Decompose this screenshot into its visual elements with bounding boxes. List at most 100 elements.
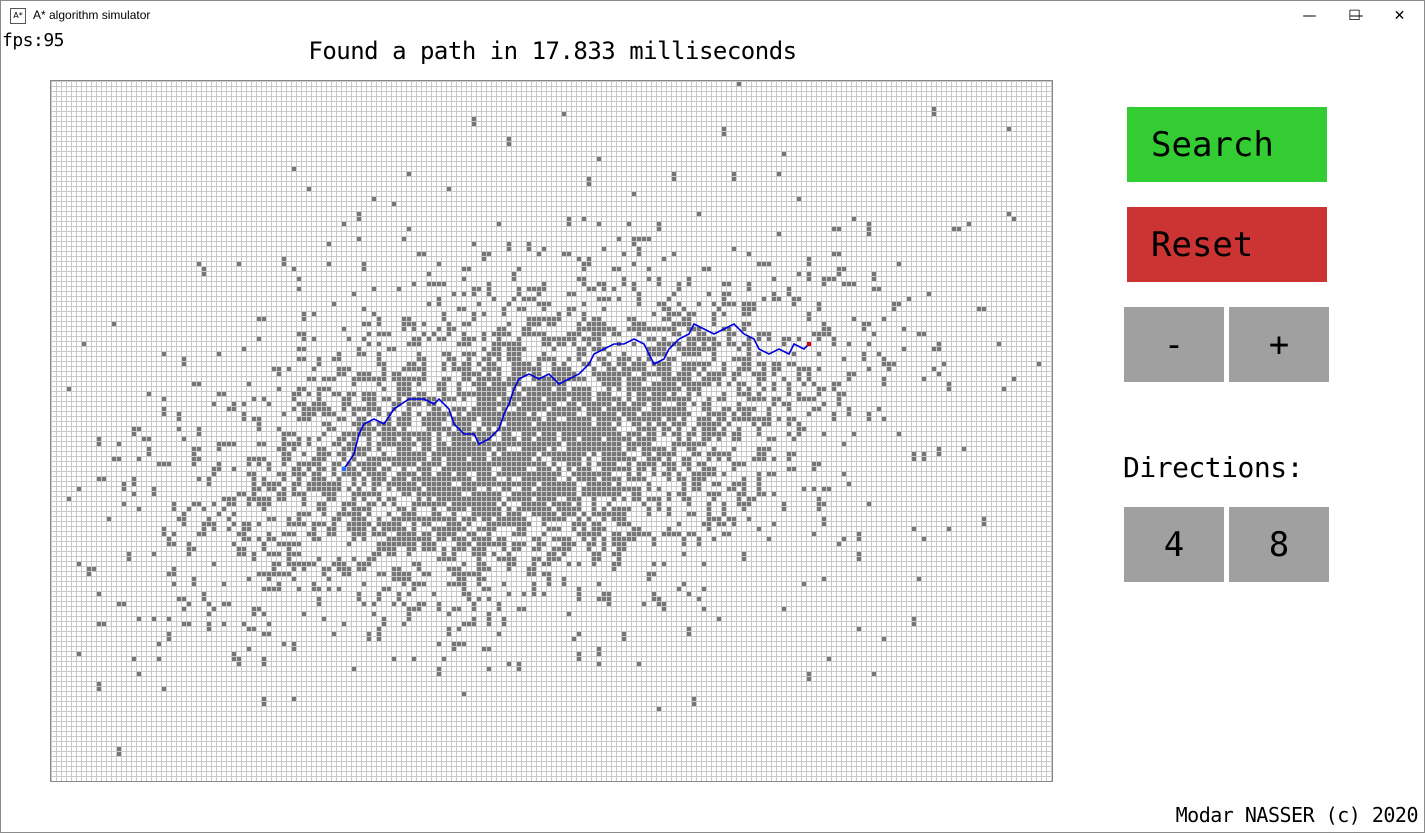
wall-cell[interactable] <box>472 507 476 511</box>
wall-cell[interactable] <box>302 452 306 456</box>
wall-cell[interactable] <box>587 422 591 426</box>
wall-cell[interactable] <box>687 467 691 471</box>
wall-cell[interactable] <box>352 517 356 521</box>
wall-cell[interactable] <box>452 362 456 366</box>
wall-cell[interactable] <box>402 572 406 576</box>
wall-cell[interactable] <box>502 622 506 626</box>
wall-cell[interactable] <box>682 482 686 486</box>
wall-cell[interactable] <box>527 442 531 446</box>
wall-cell[interactable] <box>897 302 901 306</box>
wall-cell[interactable] <box>837 252 841 256</box>
wall-cell[interactable] <box>837 382 841 386</box>
wall-cell[interactable] <box>402 422 406 426</box>
wall-cell[interactable] <box>582 377 586 381</box>
wall-cell[interactable] <box>342 327 346 331</box>
wall-cell[interactable] <box>487 462 491 466</box>
wall-cell[interactable] <box>497 412 501 416</box>
wall-cell[interactable] <box>187 622 191 626</box>
wall-cell[interactable] <box>167 617 171 621</box>
wall-cell[interactable] <box>747 362 751 366</box>
wall-cell[interactable] <box>642 392 646 396</box>
wall-cell[interactable] <box>517 522 521 526</box>
wall-cell[interactable] <box>687 277 691 281</box>
wall-cell[interactable] <box>202 532 206 536</box>
wall-cell[interactable] <box>562 337 566 341</box>
wall-cell[interactable] <box>327 532 331 536</box>
wall-cell[interactable] <box>607 422 611 426</box>
wall-cell[interactable] <box>617 457 621 461</box>
wall-cell[interactable] <box>297 552 301 556</box>
wall-cell[interactable] <box>187 542 191 546</box>
wall-cell[interactable] <box>212 562 216 566</box>
wall-cell[interactable] <box>667 477 671 481</box>
wall-cell[interactable] <box>637 392 641 396</box>
wall-cell[interactable] <box>292 472 296 476</box>
wall-cell[interactable] <box>712 302 716 306</box>
wall-cell[interactable] <box>492 477 496 481</box>
wall-cell[interactable] <box>427 502 431 506</box>
wall-cell[interactable] <box>352 457 356 461</box>
wall-cell[interactable] <box>217 462 221 466</box>
wall-cell[interactable] <box>682 477 686 481</box>
wall-cell[interactable] <box>437 532 441 536</box>
wall-cell[interactable] <box>282 452 286 456</box>
wall-cell[interactable] <box>592 497 596 501</box>
wall-cell[interactable] <box>522 507 526 511</box>
wall-cell[interactable] <box>552 557 556 561</box>
wall-cell[interactable] <box>692 472 696 476</box>
wall-cell[interactable] <box>337 442 341 446</box>
wall-cell[interactable] <box>432 502 436 506</box>
wall-cell[interactable] <box>527 487 531 491</box>
wall-cell[interactable] <box>622 277 626 281</box>
wall-cell[interactable] <box>687 497 691 501</box>
wall-cell[interactable] <box>667 417 671 421</box>
wall-cell[interactable] <box>427 337 431 341</box>
wall-cell[interactable] <box>342 432 346 436</box>
wall-cell[interactable] <box>582 537 586 541</box>
wall-cell[interactable] <box>472 602 476 606</box>
wall-cell[interactable] <box>257 497 261 501</box>
wall-cell[interactable] <box>322 432 326 436</box>
wall-cell[interactable] <box>407 537 411 541</box>
wall-cell[interactable] <box>567 547 571 551</box>
wall-cell[interactable] <box>737 402 741 406</box>
wall-cell[interactable] <box>417 402 421 406</box>
wall-cell[interactable] <box>452 517 456 521</box>
wall-cell[interactable] <box>712 357 716 361</box>
wall-cell[interactable] <box>812 462 816 466</box>
wall-cell[interactable] <box>337 487 341 491</box>
wall-cell[interactable] <box>937 342 941 346</box>
wall-cell[interactable] <box>372 502 376 506</box>
wall-cell[interactable] <box>502 472 506 476</box>
wall-cell[interactable] <box>757 482 761 486</box>
wall-cell[interactable] <box>517 367 521 371</box>
wall-cell[interactable] <box>502 482 506 486</box>
wall-cell[interactable] <box>67 497 71 501</box>
wall-cell[interactable] <box>557 397 561 401</box>
wall-cell[interactable] <box>322 467 326 471</box>
wall-cell[interactable] <box>732 357 736 361</box>
wall-cell[interactable] <box>572 337 576 341</box>
wall-cell[interactable] <box>402 527 406 531</box>
wall-cell[interactable] <box>317 457 321 461</box>
wall-cell[interactable] <box>827 327 831 331</box>
wall-cell[interactable] <box>602 422 606 426</box>
wall-cell[interactable] <box>582 347 586 351</box>
wall-cell[interactable] <box>657 382 661 386</box>
wall-cell[interactable] <box>547 422 551 426</box>
wall-cell[interactable] <box>172 507 176 511</box>
wall-cell[interactable] <box>572 342 576 346</box>
wall-cell[interactable] <box>607 462 611 466</box>
wall-cell[interactable] <box>652 537 656 541</box>
wall-cell[interactable] <box>317 507 321 511</box>
search-grid[interactable] <box>50 80 1053 782</box>
wall-cell[interactable] <box>687 327 691 331</box>
wall-cell[interactable] <box>652 382 656 386</box>
wall-cell[interactable] <box>432 422 436 426</box>
wall-cell[interactable] <box>607 477 611 481</box>
wall-cell[interactable] <box>457 582 461 586</box>
wall-cell[interactable] <box>652 427 656 431</box>
wall-cell[interactable] <box>527 387 531 391</box>
wall-cell[interactable] <box>467 592 471 596</box>
wall-cell[interactable] <box>537 397 541 401</box>
